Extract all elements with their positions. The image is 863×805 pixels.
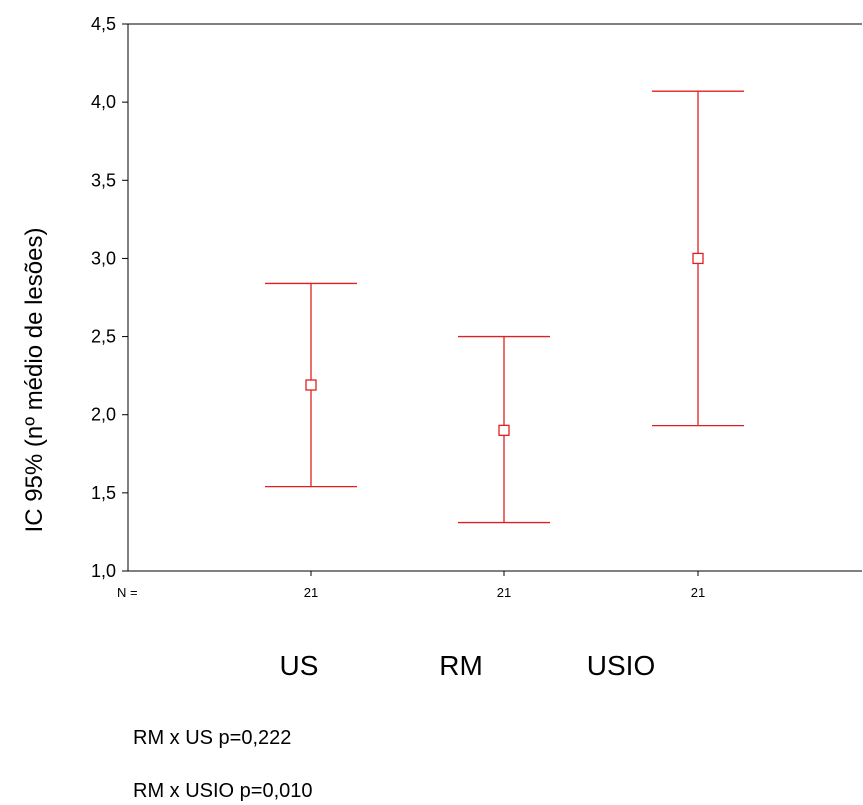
y-tick-label: 1,0 bbox=[91, 561, 116, 581]
category-label-us: US bbox=[279, 650, 319, 681]
plot-axes bbox=[127, 23, 862, 572]
y-tick-label: 1,5 bbox=[91, 483, 116, 503]
y-axis-ticks: 1,0 1,5 2,0 2,5 3,0 3,5 4,0 4,5 bbox=[91, 14, 128, 581]
n-value-label: 21 bbox=[691, 585, 705, 600]
stat-note-rm-usio: RM x USIO p=0,010 bbox=[133, 780, 313, 802]
n-value-label: 21 bbox=[497, 585, 511, 600]
error-bar-rm bbox=[458, 335, 550, 576]
stat-note-rm-us: RM x US p=0,222 bbox=[133, 727, 292, 749]
n-labels: N = 21 21 21 bbox=[117, 585, 705, 600]
y-tick-label: 3,5 bbox=[91, 170, 116, 190]
y-tick-label: 4,0 bbox=[91, 92, 116, 112]
error-bar-us bbox=[265, 282, 357, 576]
y-tick-label: 4,5 bbox=[91, 14, 116, 34]
category-label-usio: USIO bbox=[586, 650, 656, 681]
error-bar-usio bbox=[652, 90, 744, 576]
y-tick-label: 3,0 bbox=[91, 248, 116, 268]
category-label-rm: RM bbox=[439, 650, 483, 681]
n-prefix-label: N = bbox=[117, 585, 138, 600]
mean-marker bbox=[305, 379, 317, 391]
y-tick-label: 2,5 bbox=[91, 327, 116, 347]
y-axis-label: IC 95% (nº médio de lesões) bbox=[21, 228, 48, 533]
mean-marker bbox=[692, 252, 704, 265]
mean-marker bbox=[498, 424, 510, 436]
error-bars bbox=[265, 90, 744, 576]
y-tick-label: 2,0 bbox=[91, 405, 116, 425]
n-value-label: 21 bbox=[304, 585, 318, 600]
